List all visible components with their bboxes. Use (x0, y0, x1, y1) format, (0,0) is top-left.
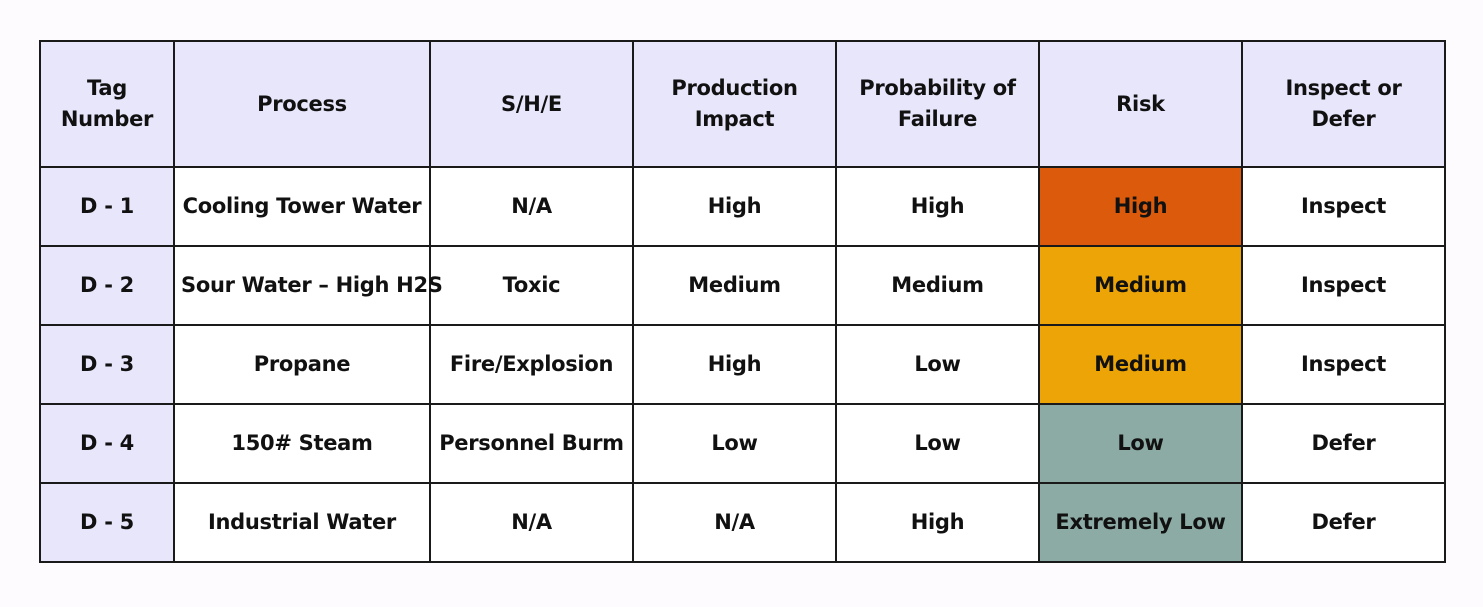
probability-of-failure-cell: High (835, 482, 1040, 563)
inspect-or-defer-cell: Inspect (1241, 245, 1446, 326)
process-cell: 150# Steam (173, 403, 431, 484)
probability-of-failure-cell: Medium (835, 245, 1040, 326)
production-impact-cell: Low (632, 403, 837, 484)
probability-of-failure-cell: Low (835, 403, 1040, 484)
process-cell: Cooling Tower Water (173, 166, 431, 247)
process-cell: Sour Water – High H2S (173, 245, 443, 326)
header-production-impact: Production Impact (632, 40, 837, 168)
table-row: D - 4 150# Steam Personnel Burm Low Low … (39, 403, 1446, 484)
risk-cell: High (1038, 166, 1243, 247)
tag-number-cell: D - 4 (39, 403, 175, 484)
production-impact-cell: High (632, 324, 837, 405)
she-cell: N/A (429, 166, 634, 247)
header-she: S/H/E (429, 40, 634, 168)
process-cell: Industrial Water (173, 482, 431, 563)
probability-of-failure-cell: Low (835, 324, 1040, 405)
tag-number-cell: D - 1 (39, 166, 175, 247)
table-row: D - 3 Propane Fire/Explosion High Low Me… (39, 324, 1446, 405)
header-probability-of-failure: Probability of Failure (835, 40, 1040, 168)
header-tag-number: Tag Number (39, 40, 175, 168)
inspect-or-defer-cell: Defer (1241, 403, 1446, 484)
production-impact-cell: N/A (632, 482, 837, 563)
she-cell: N/A (429, 482, 634, 563)
probability-of-failure-cell: High (835, 166, 1040, 247)
production-impact-cell: Medium (632, 245, 837, 326)
header-risk: Risk (1038, 40, 1243, 168)
table-row: D - 2 Sour Water – High H2S Toxic Medium… (39, 245, 1446, 326)
tag-number-cell: D - 5 (39, 482, 175, 563)
header-process: Process (173, 40, 431, 168)
risk-cell: Medium (1038, 324, 1243, 405)
inspect-or-defer-cell: Inspect (1241, 166, 1446, 247)
risk-assessment-table: Tag Number Process S/H/E Production Impact… (39, 40, 1446, 563)
risk-cell: Low (1038, 403, 1243, 484)
process-cell: Propane (173, 324, 431, 405)
risk-cell: Medium (1038, 245, 1243, 326)
table-row: D - 5 Industrial Water N/A N/A High Extr… (39, 482, 1446, 563)
production-impact-cell: High (632, 166, 837, 247)
she-cell: Personnel Burm (429, 403, 634, 484)
inspect-or-defer-cell: Defer (1241, 482, 1446, 563)
table-row: D - 1 Cooling Tower Water N/A High High … (39, 166, 1446, 247)
inspect-or-defer-cell: Inspect (1241, 324, 1446, 405)
risk-cell: Extremely Low (1038, 482, 1243, 563)
tag-number-cell: D - 3 (39, 324, 175, 405)
tag-number-cell: D - 2 (39, 245, 175, 326)
she-cell: Toxic (429, 245, 634, 326)
she-cell: Fire/Explosion (429, 324, 634, 405)
header-inspect-or-defer: Inspect or Defer (1241, 40, 1446, 168)
header-row: Tag Number Process S/H/E Production Impact… (39, 40, 1446, 168)
risk-table-container: Tag Number Process S/H/E Production Impact… (39, 40, 1446, 563)
